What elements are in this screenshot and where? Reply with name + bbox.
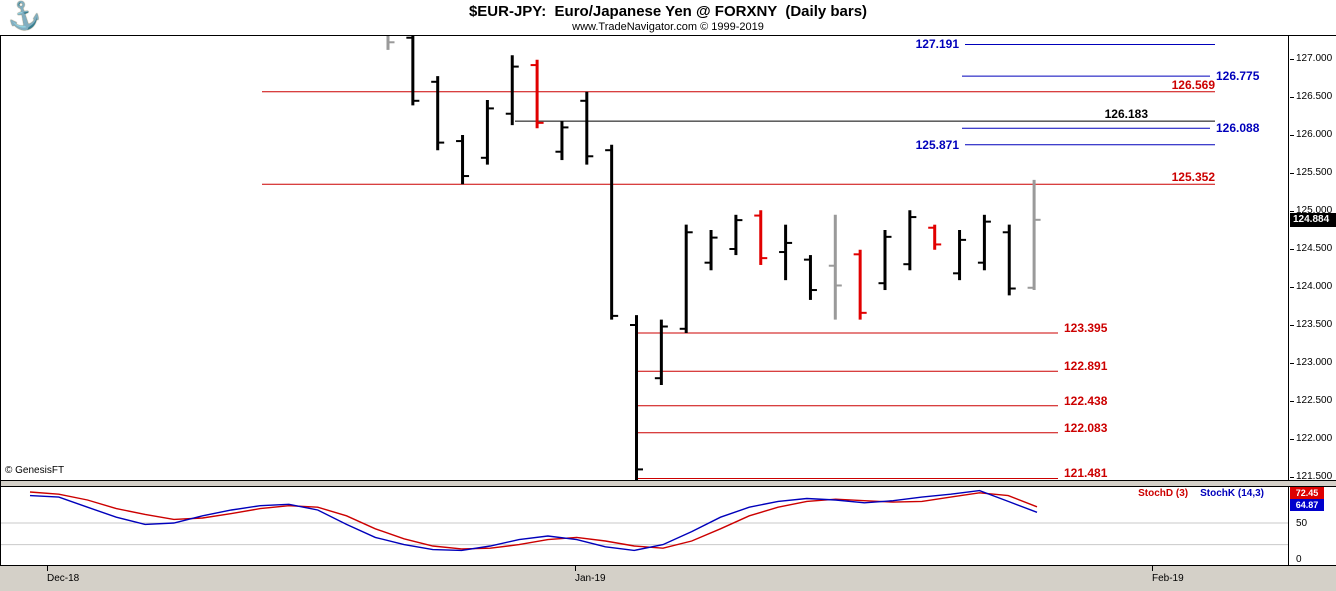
date-axis-tick	[575, 566, 576, 571]
date-axis-label: Jan-19	[575, 573, 606, 584]
stochastic-panel-canvas[interactable]: StochD (3) StochK (14,3)	[0, 487, 1288, 565]
date-axis-label: Feb-19	[1152, 573, 1184, 584]
panel-divider-strip[interactable]	[0, 481, 1336, 486]
price-scale-tick	[1290, 173, 1294, 174]
price-scale-tick	[1290, 439, 1294, 440]
current-price-badge: 124.884	[1290, 212, 1336, 227]
price-scale-label: 124.000	[1296, 281, 1333, 292]
price-level-label[interactable]: 122.891	[1064, 359, 1108, 374]
price-scale-label: 125.000	[1296, 205, 1333, 216]
price-scale-label: 125.500	[1296, 167, 1333, 178]
price-scale-tick	[1290, 249, 1294, 250]
stochd-label[interactable]: StochD (3)	[1138, 488, 1189, 499]
price-scale-tick	[1290, 135, 1294, 136]
price-chart-plot[interactable]	[0, 35, 1288, 480]
price-scale-label: 126.500	[1296, 91, 1333, 102]
stochk-value-badge: 64.87	[1290, 499, 1324, 511]
price-scale-label: 122.500	[1296, 395, 1333, 406]
price-scale-label: 126.000	[1296, 129, 1333, 140]
price-scale-tick	[1290, 401, 1294, 402]
price-scale-label: 123.000	[1296, 357, 1333, 368]
price-scale-label: 123.500	[1296, 319, 1333, 330]
price-level-label[interactable]: 121.481	[1064, 466, 1108, 481]
stoch-scale-label: 0	[1296, 554, 1302, 565]
price-chart-canvas[interactable]: © GenesisFT 127.191 126.775 126.569 126.183…	[0, 35, 1288, 480]
price-level-label[interactable]: 123.395	[1064, 320, 1108, 335]
price-scale-tick	[1290, 97, 1294, 98]
panel-divider-line	[0, 480, 1336, 481]
price-scale-tick	[1290, 477, 1294, 478]
price-scale[interactable]: 124.884 127.000 126.500 126.000 125.500 125.…	[1288, 35, 1336, 565]
price-scale-tick	[1290, 325, 1294, 326]
stoch-scale-label: 50	[1296, 518, 1308, 529]
price-scale-tick	[1290, 363, 1294, 364]
price-scale-tick	[1290, 211, 1294, 212]
date-axis-tick	[1152, 566, 1153, 571]
price-scale-tick	[1290, 59, 1294, 60]
price-scale-label: 122.000	[1296, 433, 1333, 444]
chart-top-border	[0, 35, 1336, 36]
price-level-label[interactable]: 126.569	[1171, 77, 1215, 92]
chart-title: $EUR-JPY: Euro/Japanese Yen @ FORXNY (Da…	[468, 3, 868, 20]
price-scale-label: 124.500	[1296, 243, 1333, 254]
date-axis-label: Dec-18	[47, 573, 80, 584]
genesisft-copyright: © GenesisFT	[5, 465, 65, 476]
stoch-top-border	[0, 486, 1336, 487]
date-axis-tick	[47, 566, 48, 571]
stochk-label[interactable]: StochK (14,3)	[1200, 488, 1264, 499]
price-level-label[interactable]: 125.871	[915, 137, 959, 152]
price-level-label[interactable]: 126.183	[1104, 107, 1148, 122]
price-level-label[interactable]: 126.088	[1216, 121, 1260, 136]
stochastic-legend: StochD (3) StochK (14,3)	[1138, 488, 1264, 499]
price-level-label[interactable]: 122.438	[1064, 393, 1108, 408]
date-axis[interactable]: Dec-18 Jan-19 Feb-19	[0, 566, 1336, 591]
price-scale-label: 127.000	[1296, 53, 1333, 64]
chart-subtitle: www.TradeNavigator.com © 1999-2019	[572, 21, 764, 33]
stochd-value-badge: 72.45	[1290, 487, 1324, 499]
stochastic-plot[interactable]	[0, 487, 1288, 565]
price-level-label[interactable]: 122.083	[1064, 420, 1108, 435]
price-scale-label: 121.500	[1296, 471, 1333, 482]
price-level-label[interactable]: 126.775	[1216, 69, 1260, 84]
chart-bottom-border	[0, 565, 1336, 566]
chart-left-border	[0, 35, 1, 565]
price-scale-tick	[1290, 287, 1294, 288]
price-level-label[interactable]: 127.191	[915, 37, 959, 52]
price-level-label[interactable]: 125.352	[1171, 170, 1215, 185]
